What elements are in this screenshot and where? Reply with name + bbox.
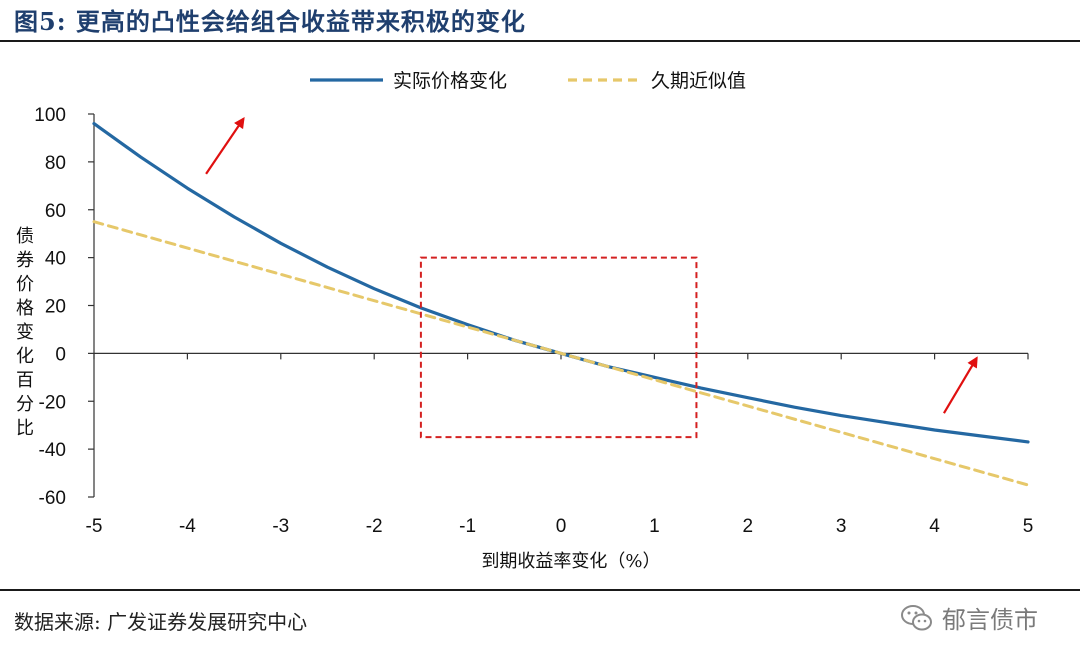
wechat-icon [901, 604, 932, 630]
watermark-text: 郁言债市 [942, 606, 1038, 634]
x-tick-label: 1 [649, 516, 660, 537]
arrow-1 [205, 116, 245, 175]
x-tick-label: 2 [743, 516, 754, 537]
highlight-box [419, 256, 698, 439]
figure-title: 图5: 更高的凸性会给组合收益带来积极的变化 [14, 7, 526, 36]
x-tick-label: 5 [1023, 516, 1034, 537]
legend: 实际价格变化 久期近似值 [310, 70, 746, 92]
x-tick-label: 0 [556, 516, 567, 537]
arrow-2 [942, 356, 978, 414]
series-layer [92, 121, 1030, 487]
annotation-layer [205, 116, 978, 439]
y-tick-label: 40 [45, 249, 66, 270]
y-tick-label: -60 [39, 488, 66, 509]
source-note: 数据来源: 广发证券发展研究中心 [14, 610, 308, 634]
x-tick-label: 3 [836, 516, 847, 537]
x-axis-title: 到期收益率变化（%） [481, 551, 660, 572]
y-tick-label: 20 [45, 297, 66, 318]
watermark: 郁言债市 [900, 600, 1038, 635]
top-rule [0, 40, 1080, 42]
y-tick-label: 100 [34, 105, 66, 126]
y-axis-title: 债券价格变化百分比 [16, 226, 34, 439]
y-tick-label: 60 [45, 201, 66, 222]
y-tick-label: 80 [45, 153, 66, 174]
x-tick-label: -3 [272, 516, 289, 537]
y-tick-label: -40 [39, 440, 66, 461]
x-tick-label: -1 [459, 516, 476, 537]
series-line-0 [92, 121, 1030, 444]
x-tick-label: -4 [179, 516, 196, 537]
bottom-rule [0, 589, 1080, 591]
x-tick-label: 4 [929, 516, 940, 537]
x-tick-label: -5 [86, 516, 103, 537]
x-tick-label: -2 [366, 516, 383, 537]
series-line-1 [92, 220, 1030, 487]
legend-label-0: 实际价格变化 [393, 70, 507, 92]
y-tick-label: 0 [55, 344, 66, 365]
y-tick-label: -20 [39, 392, 66, 413]
legend-label-1: 久期近似值 [651, 70, 746, 92]
